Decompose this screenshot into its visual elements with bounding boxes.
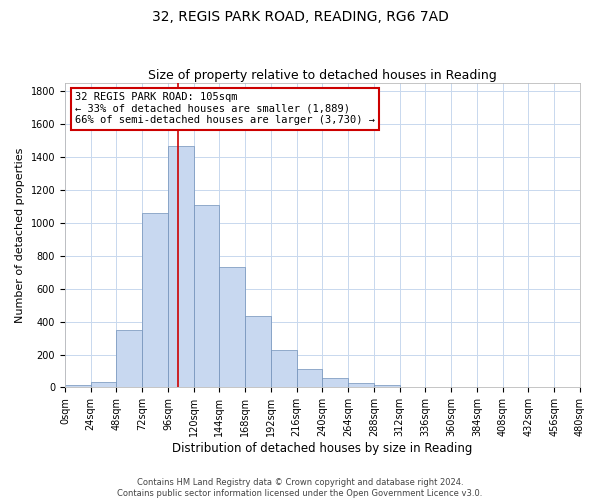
Text: 32 REGIS PARK ROAD: 105sqm
← 33% of detached houses are smaller (1,889)
66% of s: 32 REGIS PARK ROAD: 105sqm ← 33% of deta… xyxy=(75,92,375,126)
Bar xyxy=(245,316,271,388)
Bar xyxy=(142,213,168,388)
Bar xyxy=(348,382,374,388)
Bar xyxy=(322,378,348,388)
Text: 32, REGIS PARK ROAD, READING, RG6 7AD: 32, REGIS PARK ROAD, READING, RG6 7AD xyxy=(152,10,448,24)
Bar xyxy=(374,385,400,388)
Title: Size of property relative to detached houses in Reading: Size of property relative to detached ho… xyxy=(148,69,497,82)
Bar xyxy=(91,382,116,388)
Bar xyxy=(400,386,425,388)
Bar xyxy=(271,350,296,388)
Bar xyxy=(296,370,322,388)
Bar xyxy=(116,330,142,388)
Bar xyxy=(220,266,245,388)
Bar xyxy=(168,146,194,388)
Bar xyxy=(194,205,220,388)
X-axis label: Distribution of detached houses by size in Reading: Distribution of detached houses by size … xyxy=(172,442,473,455)
Bar xyxy=(65,385,91,388)
Text: Contains HM Land Registry data © Crown copyright and database right 2024.
Contai: Contains HM Land Registry data © Crown c… xyxy=(118,478,482,498)
Y-axis label: Number of detached properties: Number of detached properties xyxy=(15,148,25,323)
